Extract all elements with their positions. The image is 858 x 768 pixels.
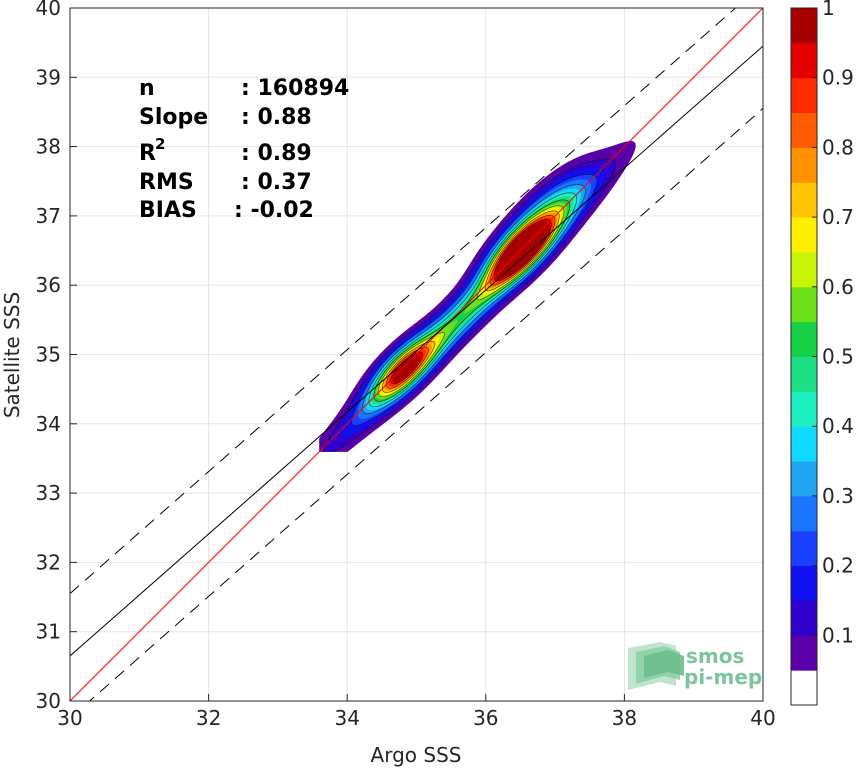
y-axis-label: Satellite SSS [0,292,24,418]
y-tick-label: 40 [36,0,61,20]
colorbar-segment [791,600,817,636]
colorbar-segment [791,251,817,288]
y-tick-label: 37 [36,204,61,228]
colorbar-tick-label: 0.7 [822,205,854,229]
colorbar-segment [791,391,817,427]
colorbar-segment [791,670,817,706]
colorbar-segment [791,565,817,601]
colorbar [791,8,817,706]
colorbar-tick-label: 0.6 [822,275,854,299]
colorbar-tick-label: 0.3 [822,484,854,508]
colorbar-segment [791,530,817,567]
colorbar-segment [791,112,817,148]
colorbar-tick-label: 0.8 [822,135,854,159]
density-contour-line [323,158,617,452]
colorbar-segment [791,182,817,218]
logo-text-pi-mep: pi-mep [684,665,762,689]
colorbar-tick-label: 0.9 [822,66,854,90]
colorbar-segment [791,217,817,253]
y-tick-label: 34 [36,412,61,436]
upper-bound-line [70,8,737,594]
y-axis-ticks: 30 31 32 33 34 35 36 37 38 39 40 [36,0,77,713]
colorbar-tick-label: 0.4 [822,414,854,438]
logo-text-smos: smos [686,644,744,668]
colorbar-tick-label: 0.2 [822,554,854,578]
reference-lines [70,8,763,701]
stat-n-label: n [139,76,155,101]
density-contour-line [368,192,578,408]
colorbar-segment [791,286,817,323]
colorbar-segment [791,77,817,114]
colorbar-segment [791,495,817,532]
x-tick-label: 38 [612,706,637,730]
stat-slope-value: : 0.88 [241,105,312,130]
colorbar-segment [791,356,817,392]
colorbar-tick-label: 0.1 [822,623,854,647]
x-axis-ticks: 30 32 34 36 38 40 [57,694,776,730]
stat-rms-value: : 0.37 [241,170,312,195]
y-tick-label: 35 [36,343,61,367]
x-tick-label: 36 [473,706,498,730]
logo-wave-icon [628,642,684,690]
grid [69,7,764,702]
density-contour-line [381,210,560,393]
colorbar-tick-label: 1 [822,0,835,20]
colorbar-tick-label: 0.5 [822,345,854,369]
stat-bias-value: : -0.02 [234,198,314,223]
colorbar-segment [791,461,817,497]
x-axis-label: Argo SSS [371,743,462,767]
y-tick-label: 38 [36,135,61,159]
density-contour-line [377,205,565,398]
one-to-one-line [70,8,763,701]
y-tick-label: 32 [36,550,61,574]
y-tick-label: 30 [36,689,61,713]
stat-slope-label: Slope [139,105,208,130]
y-tick-label: 33 [36,481,61,505]
density-contour-line [385,215,556,389]
stat-n-value: : 160894 [241,76,349,101]
y-tick-label: 31 [36,620,61,644]
stat-rms-label: RMS [139,170,194,195]
statistics-box: n : 160894 Slope : 0.88 R 2 : 0.89 RMS :… [139,76,349,223]
stat-bias-label: BIAS [139,198,197,223]
colorbar-segment [791,42,817,79]
smos-pi-mep-logo: smos pi-mep [628,642,762,690]
stat-r2-label: R [139,141,156,166]
regression-line [70,45,763,657]
stat-r2-superscript: 2 [155,135,165,153]
colorbar-ticks: 0.1 0.2 0.3 0.4 0.5 0.6 0.7 0.8 0.9 1 [812,0,854,647]
colorbar-segment [791,426,817,462]
x-tick-label: 32 [196,706,221,730]
x-tick-label: 30 [57,706,82,730]
colorbar-segment [791,635,817,671]
colorbar-segment [791,147,817,183]
lower-bound-line [88,108,763,701]
colorbar-segment [791,321,817,357]
y-tick-label: 36 [36,273,61,297]
stat-r2-value: : 0.89 [241,141,312,166]
x-tick-label: 34 [334,706,359,730]
y-tick-label: 39 [36,65,61,89]
colorbar-segment [791,8,817,44]
x-tick-label: 40 [750,706,775,730]
